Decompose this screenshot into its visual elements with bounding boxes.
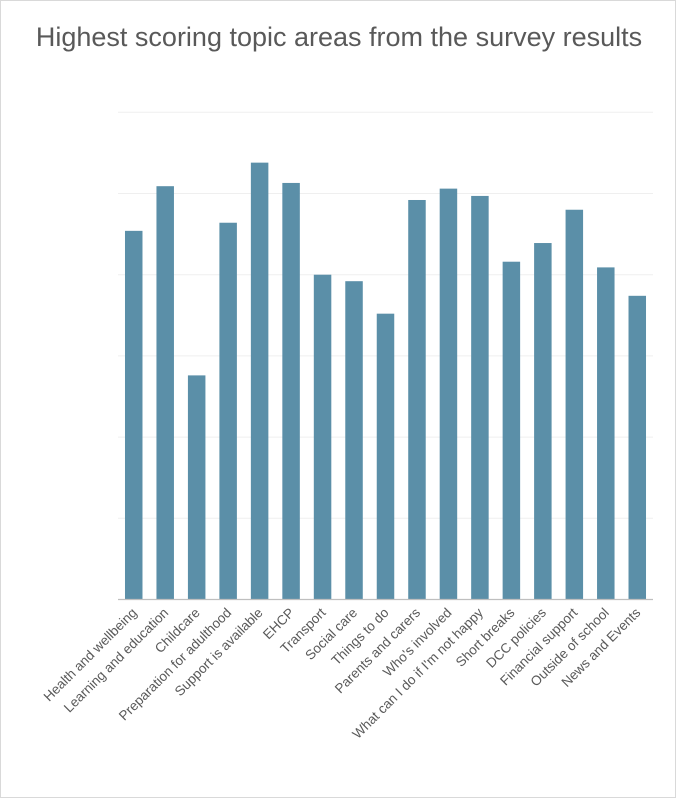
bar (250, 162, 269, 600)
bar (124, 230, 143, 600)
bar (345, 281, 363, 600)
bar (156, 186, 174, 600)
bar (408, 199, 426, 600)
bar (219, 222, 237, 600)
chart-title: Highest scoring topic areas from the sur… (35, 22, 643, 52)
bar (376, 313, 395, 600)
bar (282, 182, 300, 600)
bar (502, 261, 521, 600)
bar (597, 267, 615, 600)
bar (439, 188, 458, 600)
bar (628, 295, 647, 600)
bar (313, 274, 332, 600)
bar (187, 375, 206, 600)
bar (565, 209, 584, 600)
bar (471, 195, 489, 600)
bar (534, 243, 552, 600)
